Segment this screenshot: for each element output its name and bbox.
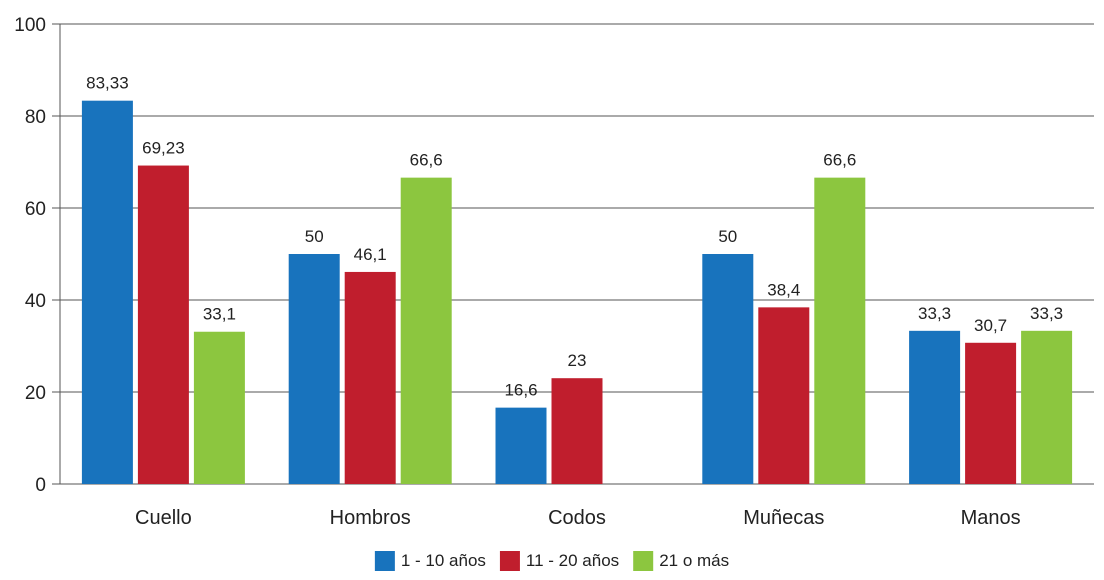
x-tick-label: Muñecas	[743, 507, 824, 529]
data-label: 16,6	[504, 381, 537, 400]
y-tick-label: 100	[14, 15, 46, 36]
legend-swatch-series-1	[374, 551, 395, 571]
bar-muñecas-series-3	[814, 177, 866, 484]
y-axis-ticks: 0 20 40 60 80 100	[14, 15, 46, 496]
legend-label-series-1: 1 - 10 años	[401, 551, 486, 570]
y-tick-label: 20	[25, 383, 46, 404]
data-label: 66,6	[410, 151, 443, 170]
bar-hombros-series-1	[288, 254, 340, 484]
legend-swatch-series-2	[499, 551, 520, 571]
y-tick-label: 80	[25, 107, 46, 128]
bar-muñecas-series-2	[758, 307, 810, 484]
bar-muñecas-series-1	[702, 254, 754, 484]
data-labels: 83,33 69,23 33,1 50 46,1 66,6 16,6 23 50 38,4 66,6…	[86, 74, 1063, 400]
data-label: 30,7	[974, 316, 1007, 335]
y-tick-label: 60	[25, 199, 46, 220]
data-label: 38,4	[767, 280, 800, 299]
x-tick-label: Cuello	[135, 507, 192, 529]
bars	[81, 100, 1073, 485]
bar-manos-series-1	[909, 330, 961, 484]
bar-cuello-series-2	[137, 165, 189, 485]
data-label: 46,1	[354, 245, 387, 264]
bar-codos-series-2	[551, 378, 603, 484]
legend-label-series-2: 11 - 20 años	[526, 551, 619, 570]
y-tick-label: 0	[35, 475, 46, 496]
data-label: 33,3	[918, 304, 951, 323]
data-label: 33,3	[1030, 304, 1063, 323]
x-tick-label: Manos	[961, 507, 1021, 529]
bar-codos-series-1	[495, 407, 547, 484]
x-tick-label: Codos	[548, 507, 606, 529]
x-tick-label: Hombros	[330, 507, 411, 529]
bar-manos-series-3	[1021, 330, 1073, 484]
legend-swatch-series-3	[633, 551, 654, 571]
data-label: 50	[305, 227, 324, 246]
bar-manos-series-2	[965, 342, 1017, 484]
data-label: 23	[568, 351, 587, 370]
data-label: 50	[718, 227, 737, 246]
bar-cuello-series-3	[193, 331, 245, 484]
data-label: 33,1	[203, 305, 236, 324]
legend-label-series-3: 21 o más	[659, 551, 729, 570]
data-label: 83,33	[86, 74, 129, 93]
bar-hombros-series-2	[344, 271, 396, 484]
bar-hombros-series-3	[400, 177, 452, 484]
data-label: 69,23	[142, 139, 185, 158]
bar-cuello-series-1	[81, 100, 133, 484]
legend: 1 - 10 años 11 - 20 años 21 o más	[374, 551, 729, 571]
x-axis-ticks: Cuello Hombros Codos Muñecas Manos	[135, 507, 1021, 529]
data-label: 66,6	[823, 151, 856, 170]
y-tick-label: 40	[25, 291, 46, 312]
